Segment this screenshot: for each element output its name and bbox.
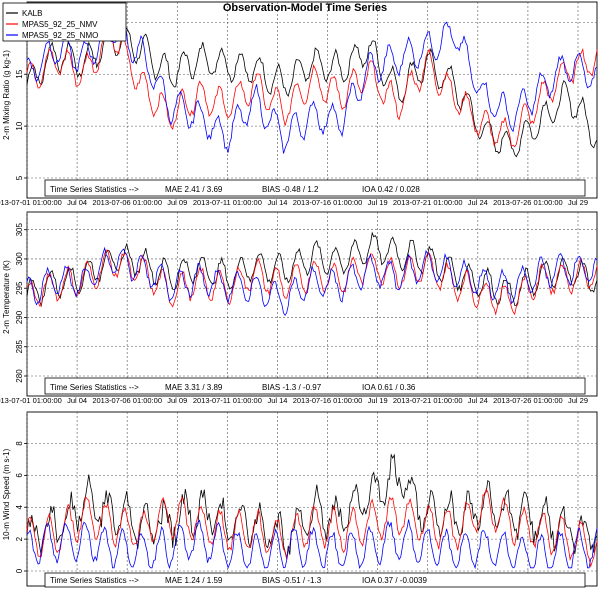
stats-bias: BIAS -0.48 / 1.2 bbox=[262, 185, 319, 194]
date-tick-label: Jul 19 bbox=[368, 396, 388, 405]
date-tick-label: Jul 24 bbox=[468, 198, 488, 207]
date-tick-label: 2013-07-06 01:00:00 bbox=[92, 198, 162, 207]
legend-label-nmv: MPAS5_92_25_NMV bbox=[22, 20, 98, 29]
y-tick-label: 0 bbox=[15, 568, 24, 573]
y-tick-label: 15 bbox=[15, 69, 24, 78]
date-tick-label: 2013-07-16 01:00:00 bbox=[293, 396, 363, 405]
date-tick-label: Jul 14 bbox=[267, 198, 287, 207]
date-tick-label: 2013-07-01 01:00:00 bbox=[0, 396, 62, 405]
chart-title: Observation-Model Time Series bbox=[223, 2, 387, 14]
series-line-mpas5_92_25_nmo bbox=[26, 246, 598, 317]
y-tick-label: 305 bbox=[15, 222, 24, 236]
y-tick-label: 6 bbox=[15, 473, 24, 478]
date-tick-label: 2013-07-06 01:00:00 bbox=[92, 396, 162, 405]
stats-ioa: IOA 0.37 / -0.0039 bbox=[362, 576, 427, 585]
stats-mae: MAE 3.31 / 3.89 bbox=[165, 383, 223, 392]
date-tick-label: Jul 29 bbox=[568, 198, 588, 207]
date-tick-label: 2013-07-11 01:00:00 bbox=[193, 396, 262, 405]
date-tick-label: Jul 29 bbox=[568, 396, 588, 405]
date-tick-label: 2013-07-26 01:00:00 bbox=[493, 198, 563, 207]
date-tick-label: 2013-07-16 01:00:00 bbox=[293, 198, 363, 207]
y-tick-label: 300 bbox=[15, 252, 24, 266]
y-tick-label: 285 bbox=[15, 340, 24, 354]
series-line-kalb bbox=[26, 453, 598, 559]
date-tick-label: Jul 04 bbox=[67, 198, 87, 207]
y-tick-label: 290 bbox=[15, 310, 24, 324]
date-tick-label: Jul 24 bbox=[468, 396, 488, 405]
stats-bias: BIAS -1.3 / -0.97 bbox=[262, 383, 322, 392]
legend-box bbox=[2, 2, 127, 42]
date-tick-label: Jul 09 bbox=[167, 396, 187, 405]
panel-3: 0 2 4 6 8 10-m Wind Speed (m s-1) Time Series … bbox=[2, 411, 598, 588]
stats-bias: BIAS -0.51 / -1.3 bbox=[262, 576, 322, 585]
stats-label: Time Series Statistics --> bbox=[50, 576, 139, 585]
panel-1: 51015202-m Mixing Ratio (g kg-1)Time Ser… bbox=[0, 1, 598, 207]
y-tick-label: 10 bbox=[15, 121, 24, 130]
y-tick-label: 2 bbox=[15, 536, 24, 541]
series-line-mpas5_92_25_nmv bbox=[26, 488, 598, 568]
date-tick-label: Jul 14 bbox=[267, 396, 287, 405]
series-line-mpas5_92_25_nmo bbox=[26, 519, 598, 570]
stats-ioa: IOA 0.42 / 0.028 bbox=[362, 185, 420, 194]
stats-box bbox=[44, 377, 586, 395]
stats-mae: MAE 1.24 / 1.59 bbox=[165, 576, 223, 585]
date-tick-label: 2013-07-21 01:00:00 bbox=[393, 396, 463, 405]
series-line-kalb bbox=[26, 25, 598, 158]
series-line-kalb bbox=[26, 231, 598, 308]
y-axis-label: 2-m Temperature (K) bbox=[2, 260, 11, 334]
date-tick-label: Jul 09 bbox=[167, 198, 187, 207]
date-tick-label: 2013-07-26 01:00:00 bbox=[493, 396, 563, 405]
date-tick-label: 2013-07-11 01:00:00 bbox=[193, 198, 262, 207]
date-tick-label: Jul 04 bbox=[67, 396, 87, 405]
legend-label-nmo: MPAS5_92_25_NMO bbox=[22, 31, 98, 40]
y-tick-label: 4 bbox=[15, 504, 24, 509]
panel-frame bbox=[26, 411, 598, 587]
date-tick-label: 2013-07-21 01:00:00 bbox=[393, 198, 463, 207]
panel-2: 280 285 290 295 300 305 2-m Temperature (K) Tim… bbox=[0, 211, 598, 405]
y-tick-label: 8 bbox=[15, 441, 24, 446]
y-tick-label: 295 bbox=[15, 281, 24, 295]
date-tick-label: 2013-07-01 01:00:00 bbox=[0, 198, 62, 207]
stats-label: Time Series Statistics --> bbox=[50, 185, 139, 194]
stats-box bbox=[44, 572, 586, 588]
legend-label-kalb: KALB bbox=[22, 9, 42, 18]
stats-box bbox=[44, 179, 586, 197]
y-tick-label: 280 bbox=[15, 369, 24, 383]
y-axis-label: 2-m Mixing Ratio (g kg-1) bbox=[2, 50, 11, 140]
stats-ioa: IOA 0.61 / 0.36 bbox=[362, 383, 416, 392]
y-axis-label: 10-m Wind Speed (m s-1) bbox=[2, 448, 11, 540]
stats-mae: MAE 2.41 / 3.69 bbox=[165, 185, 223, 194]
stats-label: Time Series Statistics --> bbox=[50, 383, 139, 392]
legend: KALB MPAS5_92_25_NMV MPAS5_92_25_NMO bbox=[2, 2, 127, 42]
date-tick-label: Jul 19 bbox=[368, 198, 388, 207]
y-tick-label: 5 bbox=[15, 175, 24, 180]
